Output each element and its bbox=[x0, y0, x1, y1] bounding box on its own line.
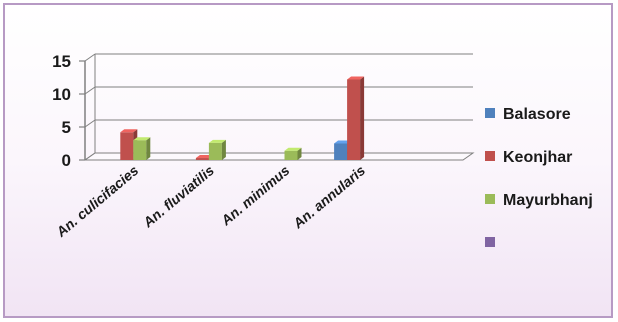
y-tick-label: 5 bbox=[62, 118, 71, 137]
category-label: An. culicifacies bbox=[52, 162, 141, 241]
legend-label: Balasore bbox=[503, 106, 571, 123]
gridline-depth bbox=[84, 53, 96, 62]
gridline-depth bbox=[84, 119, 96, 128]
gridline-depth bbox=[84, 86, 96, 95]
legend-swatch bbox=[485, 194, 495, 204]
category-label: An. minimus bbox=[217, 162, 293, 229]
bar bbox=[284, 147, 302, 160]
bar bbox=[133, 137, 151, 160]
legend-label: Keonjhar bbox=[503, 149, 572, 166]
y-tick-label: 10 bbox=[52, 85, 71, 104]
chart-frame: 0 5 10 15 An. culicifacies An. fluviatilis An… bbox=[3, 3, 613, 318]
legend-label: Mayurbhanj bbox=[503, 192, 593, 209]
legend-swatch bbox=[485, 108, 495, 118]
y-tick-labels: 0 5 10 15 bbox=[52, 52, 71, 170]
bars bbox=[120, 76, 365, 160]
category-label: An. fluviatilis bbox=[139, 162, 217, 231]
category-label: An. annularis bbox=[289, 162, 368, 232]
bar bbox=[208, 139, 226, 160]
legend-swatch bbox=[485, 151, 495, 161]
legend: Balasore Keonjhar Mayurbhanj bbox=[485, 106, 593, 247]
legend-swatch bbox=[485, 237, 495, 247]
bar bbox=[347, 76, 365, 160]
y-tick-label: 0 bbox=[62, 151, 71, 170]
y-tick-label: 15 bbox=[52, 52, 71, 71]
